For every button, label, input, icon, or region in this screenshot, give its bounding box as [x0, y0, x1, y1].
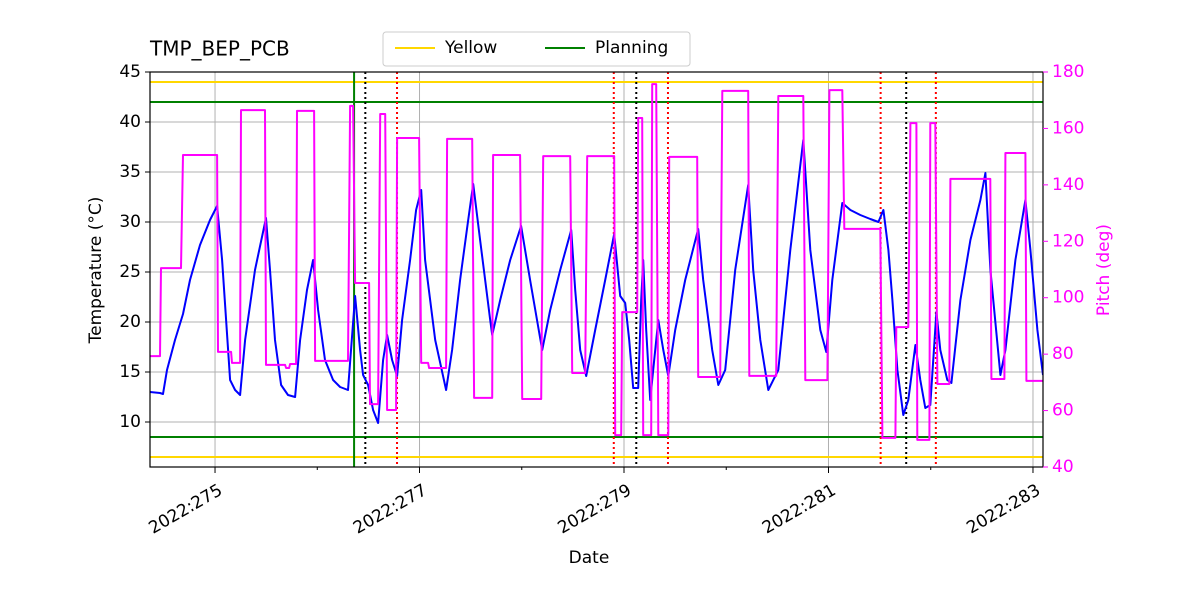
- y2-tick-label: 120: [1052, 231, 1084, 251]
- legend-label: Yellow: [444, 38, 497, 58]
- y2-tick-label: 80: [1052, 344, 1074, 364]
- y-tick-label: 10: [119, 412, 141, 432]
- y-tick-label: 25: [119, 262, 141, 282]
- y-tick-label: 45: [119, 62, 141, 82]
- plot-area: [150, 72, 1043, 467]
- legend-box: [382, 31, 691, 67]
- y-tick-label: 20: [119, 312, 141, 332]
- y-tick-label: 40: [119, 112, 141, 132]
- x-tick-label: 2022:283: [963, 480, 1044, 538]
- plot-frame: [149, 71, 1044, 468]
- y2-tick-label: 140: [1052, 175, 1084, 195]
- y2-tick-label: 100: [1052, 288, 1084, 308]
- y2-tick-label: 160: [1052, 118, 1084, 138]
- x-tick-label: 2022:275: [145, 480, 226, 538]
- y2-axis-label: Pitch (deg): [1094, 224, 1114, 316]
- x-axis-label: Date: [569, 548, 610, 568]
- y2-tick-label: 60: [1052, 401, 1074, 421]
- x-tick-label: 2022:279: [554, 480, 635, 538]
- legend-label: Planning: [595, 38, 668, 58]
- y2-tick-label: 40: [1052, 457, 1074, 477]
- data-line: [150, 83, 1043, 441]
- data-line: [150, 139, 1043, 424]
- y2-tick-label: 180: [1052, 62, 1084, 82]
- x-tick-label: 2022:281: [759, 480, 840, 538]
- y-tick-label: 30: [119, 212, 141, 232]
- y-tick-label: 15: [119, 362, 141, 382]
- y-axis-label: Temperature (°C): [86, 197, 106, 345]
- y-tick-label: 35: [119, 162, 141, 182]
- chart-title: TMP_BEP_PCB: [149, 37, 290, 61]
- x-tick-label: 2022:277: [350, 480, 431, 538]
